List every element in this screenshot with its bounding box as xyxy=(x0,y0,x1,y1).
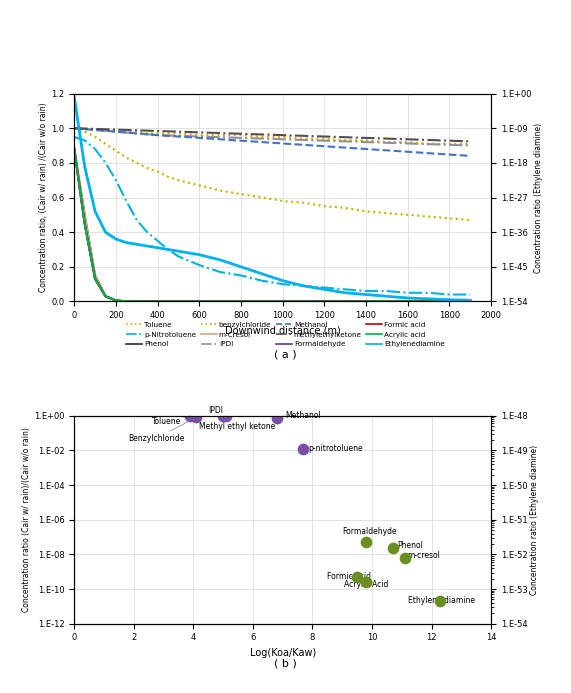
Text: ( a ): ( a ) xyxy=(274,350,297,360)
Point xyxy=(192,412,201,423)
Point xyxy=(222,410,231,421)
Text: Benzylchloride: Benzylchloride xyxy=(128,417,196,443)
Point xyxy=(219,411,228,422)
X-axis label: Downwind distance (m): Downwind distance (m) xyxy=(225,326,340,335)
Text: ( b ): ( b ) xyxy=(274,659,297,669)
Text: Toluene: Toluene xyxy=(152,416,190,426)
Point xyxy=(361,537,371,548)
Text: Methyl ethyl ketone: Methyl ethyl ketone xyxy=(199,416,276,431)
Text: Ethylene diamine: Ethylene diamine xyxy=(408,596,475,605)
Y-axis label: Concentration ratio (Ethylene diamine): Concentration ratio (Ethylene diamine) xyxy=(534,123,543,272)
Text: Formic acid: Formic acid xyxy=(327,572,371,581)
Legend: Toluene, p-Nitrotoluene, Phenol, benzylchloride, m-Cresol, IPDI, Methanol, methy: Toluene, p-Nitrotoluene, Phenol, benzylc… xyxy=(123,319,448,350)
Point xyxy=(299,444,308,455)
Text: p-nitrotoluene: p-nitrotoluene xyxy=(304,444,363,453)
Text: Acrylic Acid: Acrylic Acid xyxy=(344,580,388,589)
Text: Methanol: Methanol xyxy=(277,411,321,420)
Text: Phenol: Phenol xyxy=(393,541,423,550)
Point xyxy=(272,413,282,424)
Y-axis label: Concentration ratio, (Cair w/ rain) /(Cair w/o rain): Concentration ratio, (Cair w/ rain) /(Ca… xyxy=(39,103,49,292)
Text: IPDI: IPDI xyxy=(208,405,226,416)
Text: Formaldehyde: Formaldehyde xyxy=(342,527,397,543)
Y-axis label: Concentration ratio (Ethylene diamine): Concentration ratio (Ethylene diamine) xyxy=(530,445,540,595)
Point xyxy=(388,542,397,553)
Point xyxy=(352,572,361,583)
Text: m-cresol: m-cresol xyxy=(405,551,441,560)
Point xyxy=(361,577,371,588)
X-axis label: Log(Koa/Kaw): Log(Koa/Kaw) xyxy=(250,648,316,658)
Point xyxy=(436,595,445,606)
Point xyxy=(186,410,195,421)
Y-axis label: Concentration ratio (Cair w/ rain)/(Cair w/o rain): Concentration ratio (Cair w/ rain)/(Cair… xyxy=(22,428,31,612)
Point xyxy=(400,553,409,564)
